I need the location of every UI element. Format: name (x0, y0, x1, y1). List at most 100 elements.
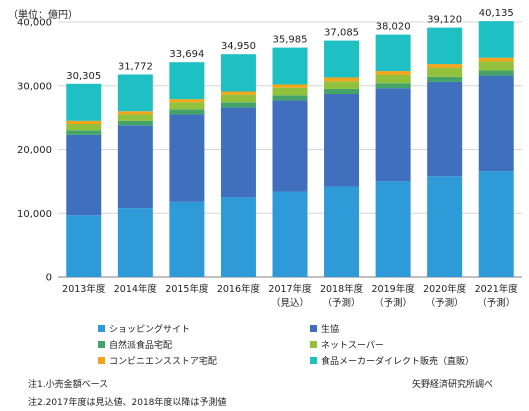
bar-segment (117, 114, 153, 121)
legend-swatch-natural (98, 341, 105, 348)
y-tick-label: 40,000 (17, 18, 52, 29)
bar-segment (478, 70, 514, 76)
bar-segment (478, 171, 514, 277)
legend-label-convenience: コンビニエンスストア宅配 (109, 357, 217, 367)
legend-swatch-shopping (98, 325, 105, 332)
legend-label-direct: 食品メーカーダイレクト販売（直販） (321, 357, 475, 367)
bar-segment (272, 191, 308, 277)
bar-segment (324, 186, 360, 277)
bar-segment (169, 99, 205, 103)
legend-swatch-netsuper (310, 341, 317, 348)
legend-item-coop: 生協 (310, 322, 339, 335)
source-note: 矢野経済研究所調べ (412, 380, 494, 390)
bar-segment (169, 109, 205, 115)
bar-segment (375, 34, 411, 72)
y-tick-label: 20,000 (17, 145, 52, 156)
bar-segment (272, 47, 308, 85)
bar-segment (375, 74, 411, 84)
bar-segment (427, 67, 463, 77)
legend-item-netsuper: ネットスーパー (310, 338, 384, 351)
bar-segment (66, 134, 102, 216)
legend-label-netsuper: ネットスーパー (321, 341, 384, 351)
bar-segment (375, 71, 411, 75)
unit-label: （単位：億円） (8, 10, 78, 21)
bar-segment (220, 102, 256, 108)
x-tick-label: （予測） (374, 297, 412, 309)
legend-item-direct: 食品メーカーダイレクト販売（直販） (310, 354, 474, 367)
legend-label-natural: 自然派食品宅配 (109, 341, 173, 351)
x-tick-label: （予測） (477, 297, 515, 309)
note-1: 注1.小売金額ベース (28, 380, 109, 390)
total-label: 35,985 (273, 35, 308, 46)
bar-segment (427, 64, 463, 68)
bar-segment (272, 84, 308, 88)
bar-segment (220, 91, 256, 95)
x-tick-label: 2015年度 (165, 283, 209, 295)
bar-segment (169, 102, 205, 110)
bar-segment (375, 83, 411, 89)
bar-segment (324, 88, 360, 95)
bar-segment (324, 81, 360, 89)
bar-segment (478, 21, 514, 58)
x-tick-label: 2016年度 (217, 283, 261, 295)
legend-item-natural: 自然派食品宅配 (98, 338, 172, 351)
total-label: 30,305 (66, 71, 101, 82)
legend-label-coop: 生協 (321, 325, 340, 335)
plot-area: 0 10,000 20,000 30,000 40,000 30,305 2013年度 31,… (17, 8, 522, 309)
x-tick-label: 2014年度 (114, 283, 158, 295)
total-label: 34,950 (221, 41, 256, 52)
bar-segment (169, 201, 205, 277)
bar-segment (324, 77, 360, 82)
note-2: 注2.2017年度は見込値、2018年度以降は予測値 (28, 398, 227, 408)
bar-segment (427, 176, 463, 277)
x-tick-label: 2021年度 (475, 283, 519, 295)
bar-segment (375, 88, 411, 182)
bar-segment (66, 130, 102, 135)
legend-item-convenience: コンビニエンスストア宅配 (98, 354, 217, 367)
bar-segment (220, 197, 256, 277)
bar-segment (478, 61, 514, 71)
bar-segment (117, 111, 153, 115)
x-tick-label: （予測） (426, 297, 464, 309)
bar-segment (66, 83, 102, 121)
bar-segment (220, 94, 256, 103)
bar-segment (220, 54, 256, 92)
x-tick-label: 2017年度 (268, 283, 312, 295)
total-label: 40,135 (479, 8, 514, 19)
bar-segment (169, 114, 205, 202)
legend-label-shopping: ショッピングサイト (109, 325, 191, 335)
legend-swatch-coop (310, 325, 317, 332)
bar-segment (220, 107, 256, 198)
x-tick-label: （見込） (271, 297, 309, 309)
x-tick-label: 2020年度 (423, 283, 467, 295)
total-label: 33,694 (169, 49, 204, 60)
bar-segment (66, 215, 102, 277)
y-tick-label: 30,000 (17, 81, 52, 92)
bar-segment (169, 62, 205, 100)
total-label: 38,020 (376, 22, 411, 33)
bar-segment (272, 87, 308, 96)
x-tick-label: 2019年度 (372, 283, 416, 295)
x-tick-label: 2018年度 (320, 283, 364, 295)
bar-segment (272, 95, 308, 101)
legend-swatch-convenience (98, 357, 105, 364)
total-label: 39,120 (427, 15, 462, 26)
total-label: 37,085 (324, 28, 359, 39)
bar-segment (375, 181, 411, 277)
bar-segment (117, 125, 153, 209)
y-tick-label: 0 (46, 273, 52, 284)
x-tick-label: （予測） (323, 297, 361, 309)
bar-segment (478, 57, 514, 62)
bar-segment (427, 76, 463, 82)
total-label: 31,772 (118, 61, 153, 72)
bar-segment (324, 40, 360, 78)
bar-segment (117, 74, 153, 112)
bar-segment (117, 208, 153, 277)
bar-segment (272, 100, 308, 192)
bar-segment (117, 120, 153, 126)
x-tick-label: 2013年度 (62, 283, 106, 295)
bar-segment (478, 75, 514, 172)
bar-segment (427, 27, 463, 65)
legend-swatch-direct (310, 357, 317, 364)
